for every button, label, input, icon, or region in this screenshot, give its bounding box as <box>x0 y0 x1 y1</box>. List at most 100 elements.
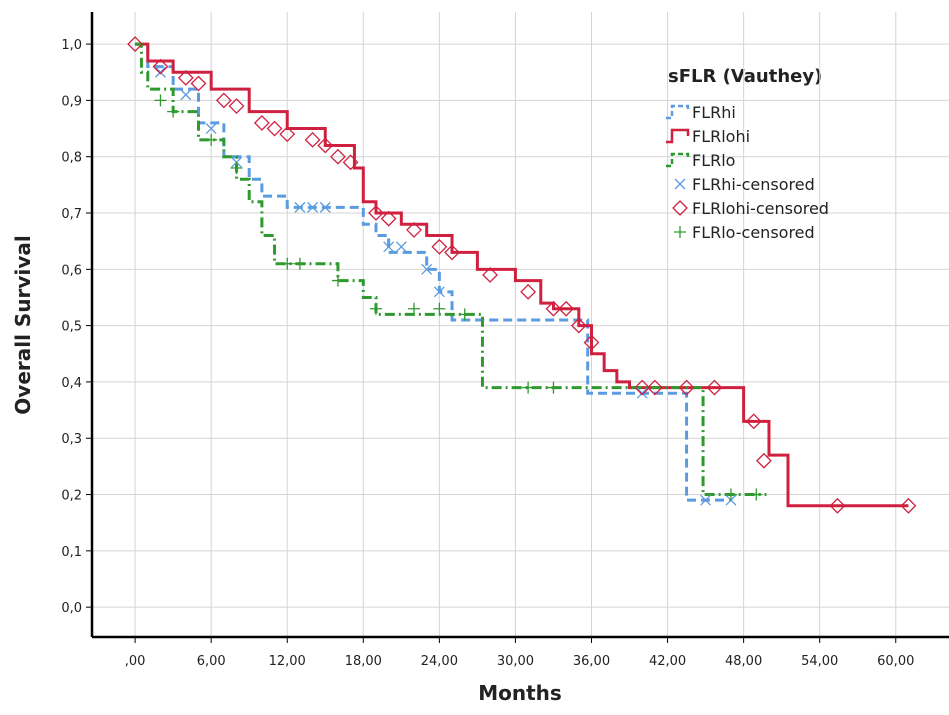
censor-marker <box>583 334 600 351</box>
censor-marker <box>253 115 270 131</box>
censor-marker <box>458 308 471 321</box>
censor-marker <box>319 201 331 213</box>
censor-marker <box>294 201 306 213</box>
x-tick-label: 36,00 <box>573 654 610 669</box>
y-tick-label: 0,0 <box>61 601 82 616</box>
censor-marker <box>520 283 537 300</box>
y-tick-label: 0,2 <box>61 489 82 504</box>
legend-label: FLRhi-censored <box>692 175 815 194</box>
censor-marker <box>433 286 445 298</box>
censor-marker <box>522 381 535 394</box>
legend-swatch <box>666 128 690 144</box>
censor-marker <box>433 302 446 315</box>
censor-marker <box>395 241 407 253</box>
censor-marker <box>342 154 359 171</box>
censor-marker <box>674 178 686 190</box>
survival-line <box>135 42 909 508</box>
censor-marker <box>558 300 575 317</box>
censor-marker <box>167 105 180 118</box>
censor-marker <box>281 257 294 270</box>
censor-marker <box>431 238 448 255</box>
censor-marker <box>230 161 243 174</box>
censor-marker <box>152 58 169 75</box>
y-tick-label: 0,9 <box>61 94 82 109</box>
censor-marker <box>750 488 763 501</box>
censor-marker <box>408 302 421 315</box>
censor-marker <box>368 205 384 221</box>
survival-line <box>135 42 731 502</box>
y-tick-label: 0,1 <box>61 545 82 560</box>
censor-marker <box>307 201 319 213</box>
censor-marker <box>829 497 846 514</box>
legend-label: FLRlo-censored <box>692 223 815 242</box>
censor-marker <box>444 244 460 261</box>
censor-marker <box>755 452 772 469</box>
y-tick-label: 0,8 <box>61 151 82 166</box>
x-tick-label: ,00 <box>125 654 146 669</box>
x-tick-label: 24,00 <box>421 654 458 669</box>
x-tick-label: 42,00 <box>649 654 686 669</box>
censor-marker <box>266 120 283 137</box>
censor-marker <box>421 263 433 275</box>
legend-swatch <box>666 152 690 168</box>
censor-marker <box>331 274 344 287</box>
censor-marker <box>369 302 382 315</box>
x-tick-label: 48,00 <box>725 654 762 669</box>
survival-line <box>135 42 767 497</box>
y-tick-label: 0,5 <box>61 320 82 335</box>
x-axis-title: Months <box>478 681 562 705</box>
censor-marker <box>724 488 737 501</box>
y-tick-label: 1,0 <box>61 38 82 53</box>
censor-marker <box>205 133 218 146</box>
legend-label: FLRlo <box>692 151 735 170</box>
censor-marker <box>706 379 723 396</box>
censor-marker <box>154 94 167 107</box>
censor-marker <box>547 381 560 394</box>
censor-marker <box>406 221 422 238</box>
x-tick-label: 12,00 <box>269 654 306 669</box>
legend-label: FLRlohi <box>692 127 750 146</box>
censor-marker <box>180 89 192 101</box>
y-tick-label: 0,7 <box>61 207 82 222</box>
censor-marker <box>674 226 686 238</box>
censor-marker <box>570 317 587 334</box>
censor-marker <box>634 379 651 396</box>
censor-marker <box>672 200 688 216</box>
censor-marker <box>190 75 207 92</box>
censor-marker <box>205 123 217 135</box>
y-axis-title: Overall Survival <box>11 235 35 414</box>
y-tick-label: 0,6 <box>61 263 82 278</box>
y-tick-label: 0,3 <box>61 432 82 447</box>
x-tick-label: 54,00 <box>801 654 838 669</box>
censor-marker <box>177 69 194 86</box>
censor-marker <box>636 387 648 399</box>
y-tick-label: 0,4 <box>61 376 82 391</box>
censor-marker <box>482 267 498 283</box>
legend-label: FLRhi <box>692 103 736 122</box>
legend-title: sFLR (Vauthey) <box>668 66 822 87</box>
x-tick-label: 30,00 <box>497 654 534 669</box>
censor-marker <box>127 36 144 53</box>
censor-marker <box>383 241 395 253</box>
x-tick-label: 6,00 <box>197 654 226 669</box>
censor-marker <box>228 98 245 114</box>
x-tick-label: 60,00 <box>877 654 914 669</box>
censor-marker <box>545 300 562 317</box>
censor-marker <box>700 494 712 506</box>
censor-marker <box>304 131 321 148</box>
censor-marker <box>380 210 397 227</box>
censor-marker <box>330 148 346 165</box>
legend-label: FLRlohi-censored <box>692 199 829 218</box>
censor-marker <box>317 137 334 154</box>
censor-marker <box>279 126 296 143</box>
x-tick-label: 18,00 <box>345 654 382 669</box>
censor-marker <box>745 413 762 430</box>
censor-marker <box>900 497 917 514</box>
censor-marker <box>646 379 663 396</box>
censor-marker <box>293 257 306 270</box>
legend-swatch <box>666 104 690 120</box>
censor-marker <box>215 92 232 109</box>
censor-marker <box>678 379 695 396</box>
censor-marker <box>154 66 166 78</box>
